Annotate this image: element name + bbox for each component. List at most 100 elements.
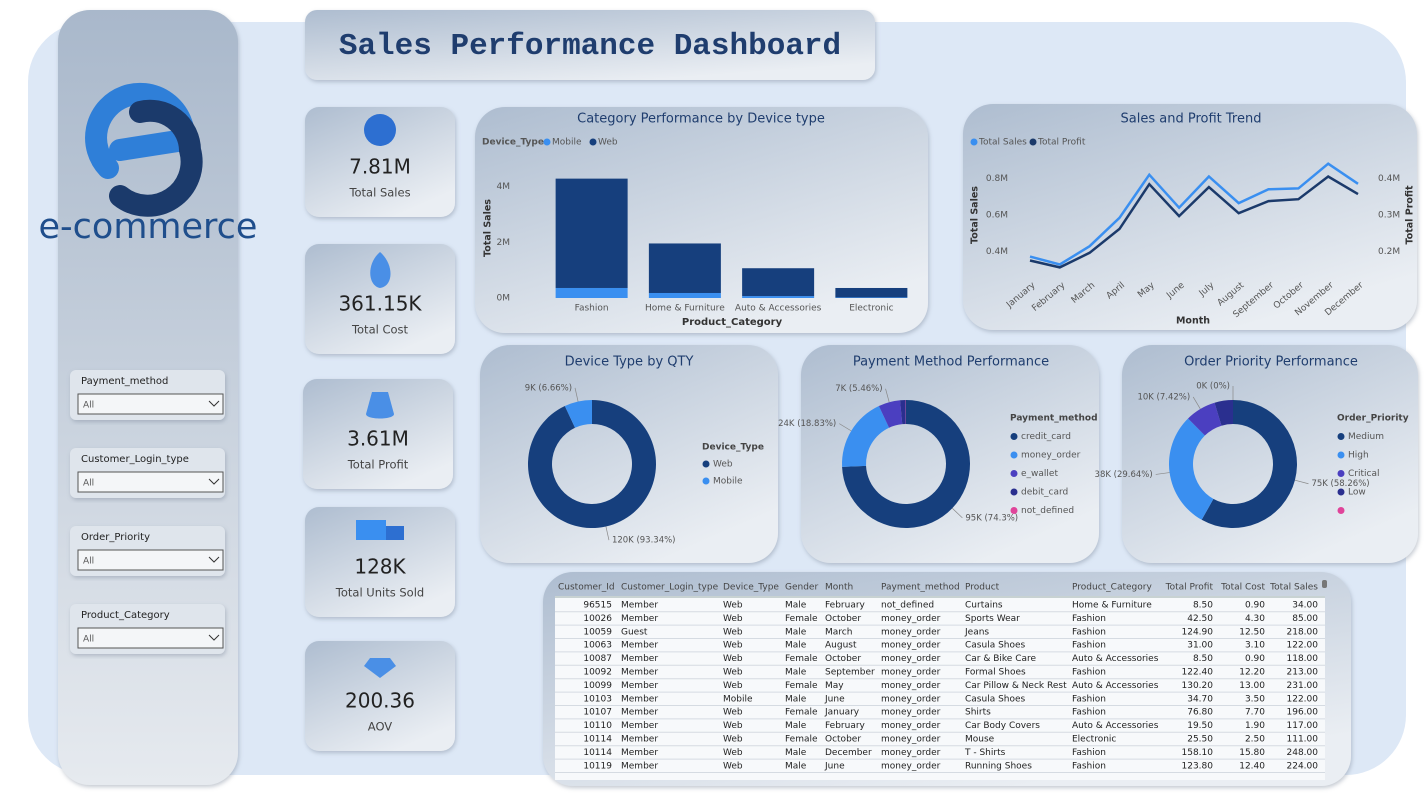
table-cell: 4.30 bbox=[1245, 614, 1265, 624]
y-axis-label: Total Sales bbox=[970, 186, 981, 244]
table-cell: Fashion bbox=[1072, 748, 1106, 758]
table-cell: 96515 bbox=[583, 601, 612, 611]
bar-segment bbox=[648, 243, 721, 293]
table-cell: 10092 bbox=[583, 668, 612, 678]
table-cell: Female bbox=[785, 735, 818, 745]
label-leader bbox=[885, 388, 890, 403]
legend-label: Web bbox=[713, 460, 733, 470]
slicer-dropdown[interactable] bbox=[77, 549, 224, 571]
table-cell: Web bbox=[723, 641, 743, 651]
table-cell: Male bbox=[785, 641, 807, 651]
table-cell: money_order bbox=[881, 694, 941, 704]
legend-marker bbox=[1337, 488, 1345, 496]
label-leader bbox=[1294, 479, 1309, 485]
kpi-label: AOV bbox=[368, 720, 393, 734]
data-label: 7K (5.46%) bbox=[835, 384, 882, 394]
legend-marker bbox=[589, 138, 597, 146]
legend-title: Order_Priority bbox=[1337, 414, 1409, 424]
table-cell: Member bbox=[621, 735, 658, 745]
table-cell: Shirts bbox=[965, 708, 991, 718]
table-cell: money_order bbox=[881, 721, 941, 731]
table-cell: 19.50 bbox=[1187, 721, 1213, 731]
dropdown-arrow bbox=[208, 400, 220, 407]
slicer-dropdown[interactable] bbox=[77, 471, 224, 493]
table-cell: Member bbox=[621, 641, 658, 651]
table-cell: 12.40 bbox=[1239, 761, 1265, 771]
table-cell: Running Shoes bbox=[965, 761, 1032, 771]
label-leader bbox=[1192, 396, 1201, 410]
table-cell: Male bbox=[785, 721, 807, 731]
column-header: Device_Type bbox=[723, 583, 779, 593]
table-cell: money_order bbox=[881, 735, 941, 745]
data-label: 24K (18.83%) bbox=[778, 419, 836, 429]
chart-card bbox=[963, 104, 1417, 330]
table-cell: February bbox=[825, 721, 866, 731]
table-cell: 0.90 bbox=[1245, 654, 1265, 664]
table-cell: Member bbox=[621, 721, 658, 731]
y-axis-label: Total Sales bbox=[483, 199, 494, 257]
table-cell: Member bbox=[621, 601, 658, 611]
table-cell: Male bbox=[785, 601, 807, 611]
label-leader bbox=[1155, 472, 1170, 475]
legend-marker bbox=[1010, 488, 1018, 496]
legend-title: Device_Type bbox=[482, 138, 544, 148]
table-cell: 0.90 bbox=[1245, 601, 1265, 611]
icon-dollar bbox=[364, 114, 396, 146]
legend-title: Device_Type bbox=[702, 443, 764, 453]
table-cell: 31.00 bbox=[1187, 641, 1213, 651]
table-cell: Fashion bbox=[1072, 694, 1106, 704]
table-cell: money_order bbox=[881, 668, 941, 678]
table-cell: 248.00 bbox=[1287, 748, 1319, 758]
donut-slice bbox=[1214, 400, 1233, 426]
line-series bbox=[1029, 174, 1359, 269]
kpi-value: 3.61M bbox=[347, 427, 409, 451]
table-cell: Electronic bbox=[1072, 735, 1116, 745]
table-cell: 10099 bbox=[583, 681, 612, 691]
table-cell: Male bbox=[785, 694, 807, 704]
table-cell: money_order bbox=[881, 748, 941, 758]
table-cell: Car Pillow & Neck Rest bbox=[965, 681, 1067, 691]
x-axis-label: Product_Category bbox=[682, 317, 783, 328]
chart-title: Order Priority Performance bbox=[1184, 355, 1358, 370]
data-label: 9K (6.66%) bbox=[525, 383, 572, 393]
table-cell: Mouse bbox=[965, 735, 995, 745]
table-cell: T - Shirts bbox=[964, 748, 1006, 758]
label-leader bbox=[952, 507, 963, 519]
data-label: 10K (7.42%) bbox=[1137, 392, 1190, 402]
table-cell: money_order bbox=[881, 614, 941, 624]
table-cell: Male bbox=[785, 761, 807, 771]
title-card bbox=[305, 10, 875, 80]
table-cell: 10103 bbox=[583, 694, 612, 704]
table-cell: 158.10 bbox=[1182, 748, 1214, 758]
icon-percent bbox=[370, 252, 391, 288]
data-label: 0K (0%) bbox=[1196, 382, 1230, 392]
chart-title: Device Type by QTY bbox=[565, 355, 694, 370]
legend-marker bbox=[1337, 451, 1345, 459]
table-cell: Member bbox=[621, 708, 658, 718]
chart-card bbox=[1122, 345, 1418, 563]
legend-marker bbox=[1337, 470, 1345, 477]
table-cell: 2.50 bbox=[1245, 735, 1265, 745]
table-cell: Fashion bbox=[1072, 627, 1106, 637]
slicer-label: Order_Priority bbox=[81, 532, 150, 543]
table-cell: August bbox=[825, 641, 857, 651]
table-cell: money_order bbox=[881, 681, 941, 691]
legend-marker bbox=[702, 477, 710, 485]
legend-label: High bbox=[1348, 451, 1369, 461]
table-cell: Male bbox=[785, 668, 807, 678]
kpi-card bbox=[305, 244, 455, 354]
table-cell: Fashion bbox=[1072, 668, 1106, 678]
table-cell: money_order bbox=[881, 641, 941, 651]
legend-title: Payment_method bbox=[1010, 414, 1098, 424]
slicer-dropdown[interactable] bbox=[77, 627, 224, 649]
slicer-dropdown[interactable] bbox=[77, 393, 224, 415]
logo bbox=[85, 82, 203, 217]
legend-marker bbox=[1010, 507, 1018, 514]
table-cell: money_order bbox=[881, 761, 941, 771]
data-label: 120K (93.34%) bbox=[612, 536, 676, 546]
table-cell: Casula Shoes bbox=[965, 694, 1026, 704]
table-cell: 122.00 bbox=[1287, 694, 1319, 704]
y2-tick-label: 0.2M bbox=[1378, 247, 1400, 257]
x-tick-label: Auto & Accessories bbox=[735, 304, 822, 314]
table-cell: 122.40 bbox=[1182, 668, 1214, 678]
